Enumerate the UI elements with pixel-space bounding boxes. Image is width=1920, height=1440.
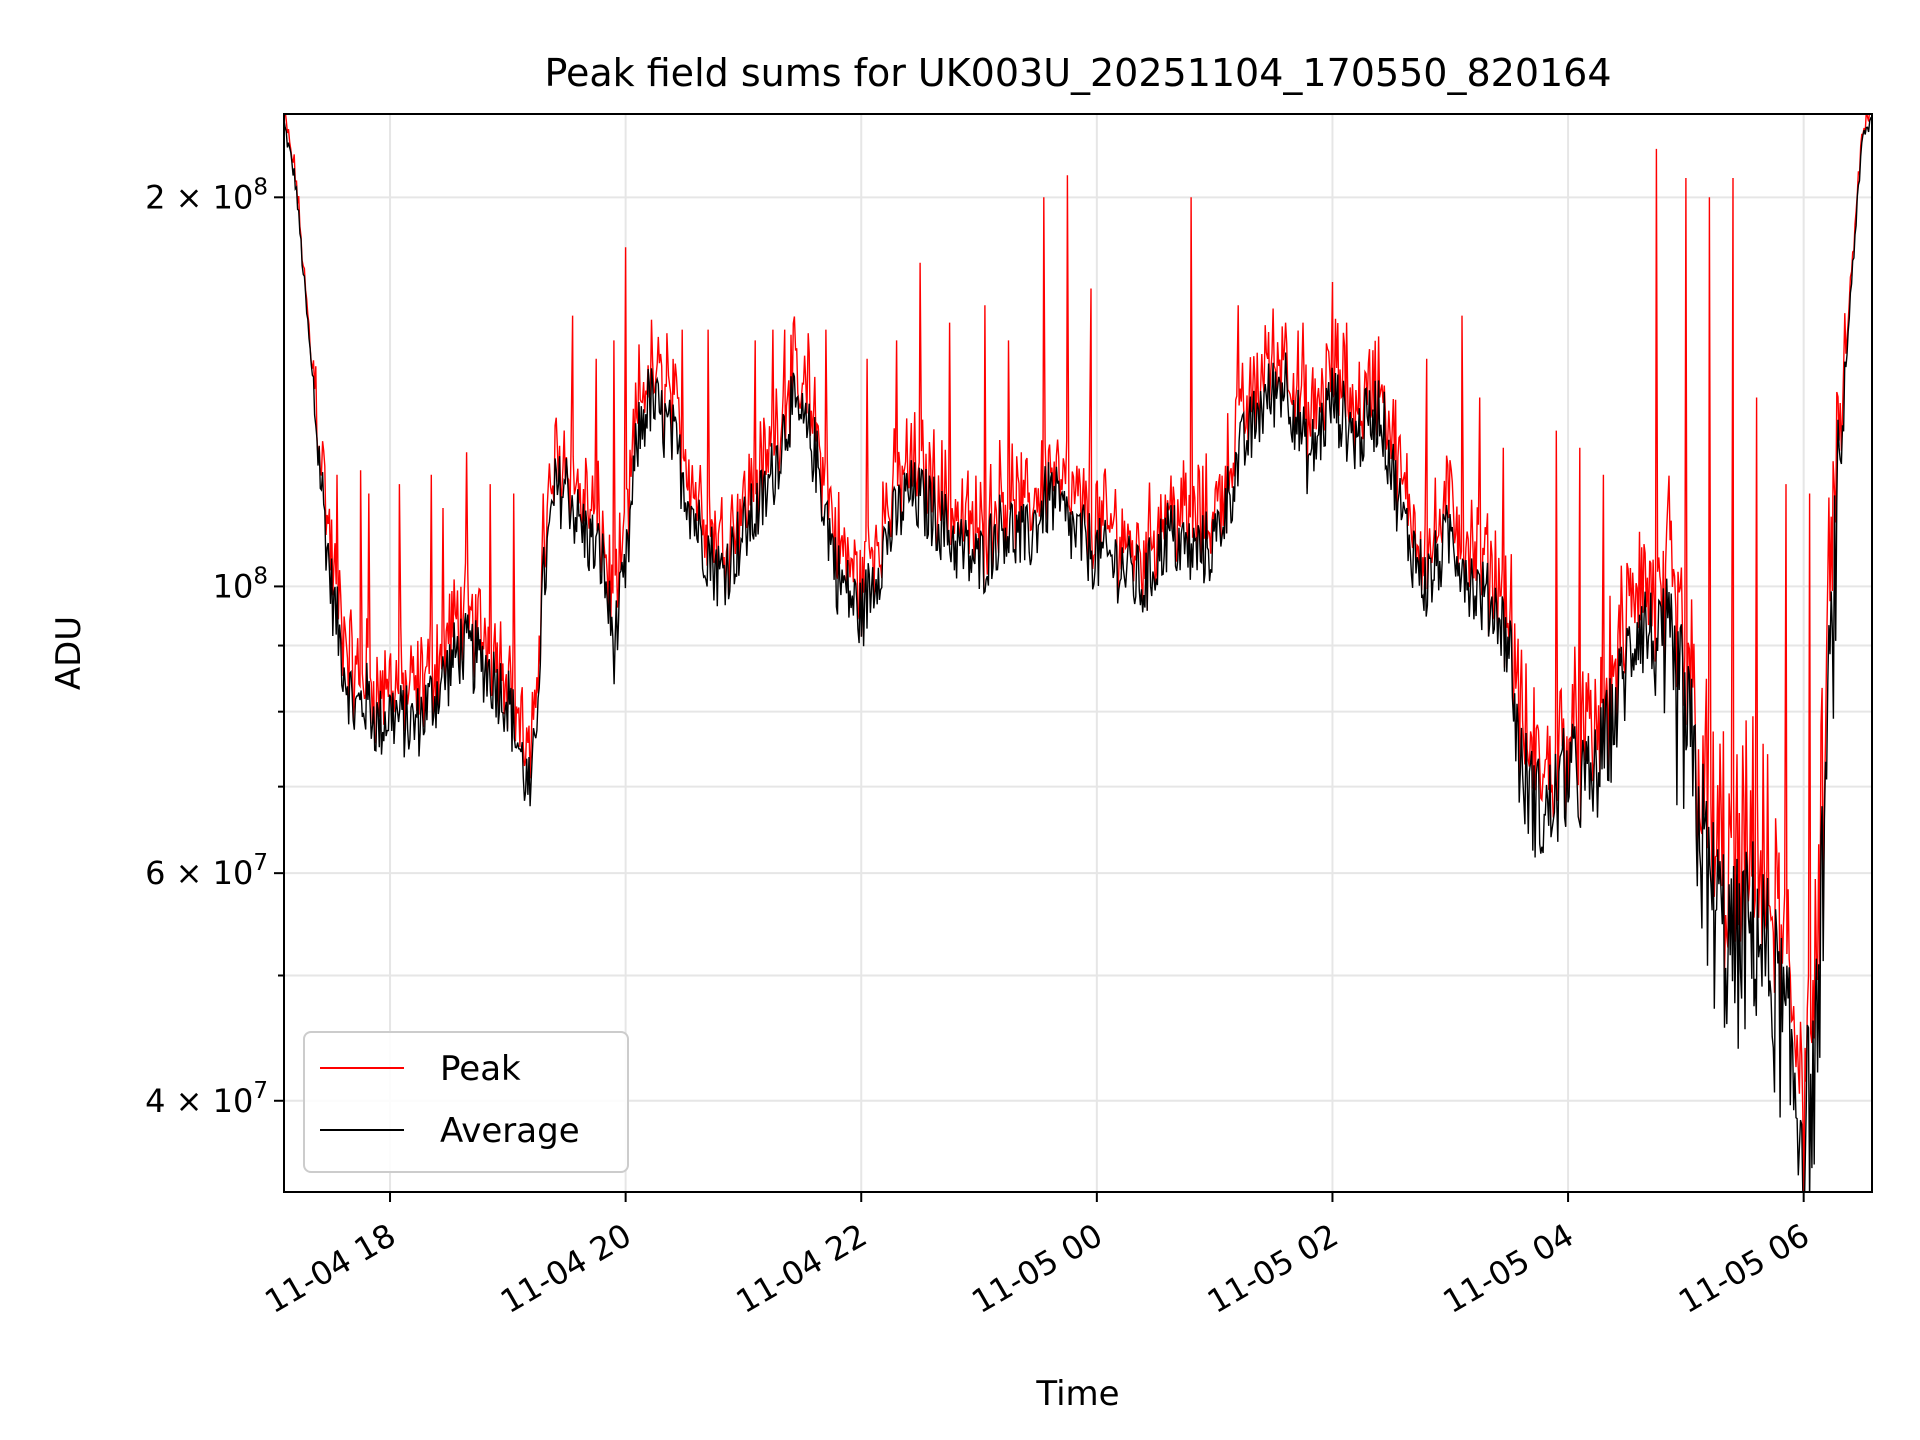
legend-peak-label: Peak [440,1049,521,1089]
series-layer [284,114,1872,1192]
y-axis-label: ADU [49,616,89,690]
y-axis: 108 2 × 108 6 × 107 4 × 107 [145,174,284,1120]
y-tick-label: 108 [213,563,268,605]
chart-title: Peak field sums for UK003U_20251104_1705… [544,51,1611,95]
y-tick-label: 6 × 107 [145,850,268,892]
y-tick-label: 2 × 108 [145,174,268,216]
grid [284,114,1872,1192]
x-axis-label: Time [1035,1374,1119,1414]
legend-average-label: Average [440,1111,580,1151]
series-average-line [284,116,1872,1192]
legend: Peak Average [303,1031,629,1173]
y-tick-label: 4 × 107 [145,1078,268,1120]
plot-frame [283,113,1873,1193]
